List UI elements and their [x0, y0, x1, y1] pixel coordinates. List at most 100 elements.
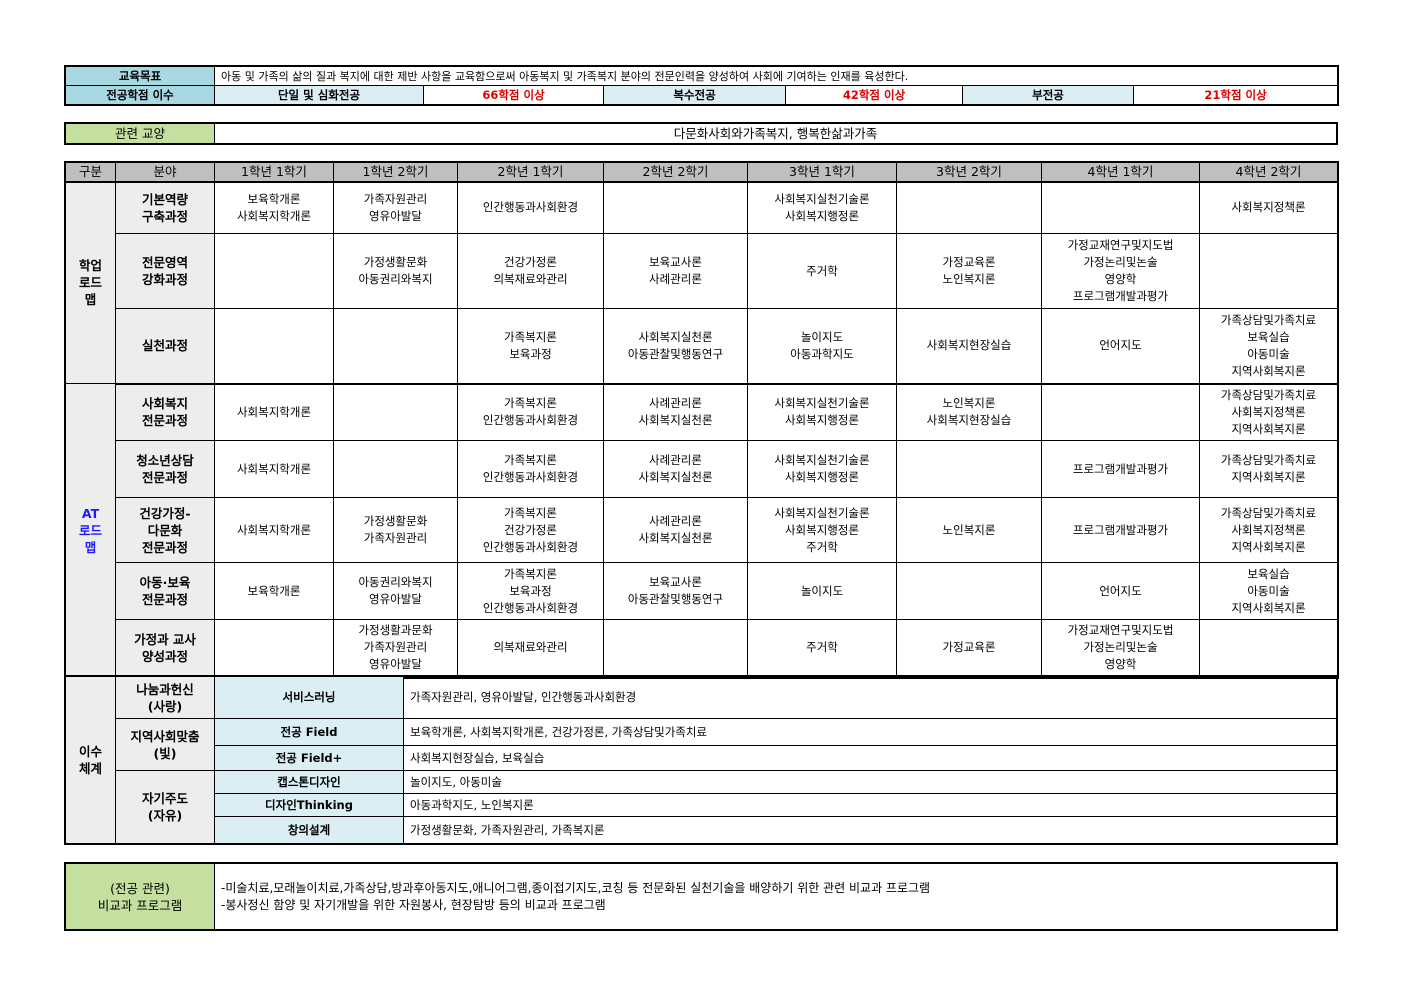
text-line: AT: [81, 505, 100, 521]
text-line: 사회복지정책론: [1231, 522, 1306, 537]
text-line: 사회복지실천기술론: [774, 396, 870, 411]
goal-text: 아동 및 가족의 삶의 질과 복지에 대한 제반 사항을 교육함으로써 아동복지…: [213, 66, 1339, 86]
text-line: 아동미술: [1247, 346, 1290, 361]
roadmap-table: 구분 분야 1학년 1학기 1학년 2학기 2학년 1학기 2학년 2학기 3학년 1학기 3…: [64, 161, 1339, 679]
text-line: 맵: [84, 539, 97, 555]
program-type: 서비스러닝: [214, 676, 404, 719]
column-header: 3학년 1학기: [747, 162, 897, 183]
text-line: 사례관리론: [649, 453, 702, 467]
text-line: 아동관찰및행동연구: [627, 346, 724, 361]
text-line: 로드: [78, 522, 102, 538]
text-line: 전문과정: [141, 539, 188, 555]
text-line: 가족복지론: [504, 566, 557, 581]
text-line: 인간행동과사회환경: [482, 600, 579, 615]
field-label: 건강가정- 다문화 전문과정: [115, 497, 215, 563]
course-cell: 보육학개론: [214, 562, 334, 620]
text-line: 보육교사론: [649, 255, 702, 269]
course-cell: 가족상담및가족치료 사회복지정책론 지역사회복지론: [1199, 383, 1338, 441]
text-line: 양성과정: [141, 648, 188, 664]
program-type: 전공 Field+: [214, 745, 404, 771]
text-line: 보육실습: [1247, 566, 1290, 581]
roadmap-row: AT 로드 맵 사회복지 전문과정 사회복지학개론 가족복지론 인간행동과사회환경 사례관리론 사…: [65, 383, 1338, 677]
text-line: 가족자원관리: [363, 640, 428, 655]
label-line: 비교과 프로그램: [97, 897, 183, 913]
text-line: 아동권리와복지: [358, 272, 433, 286]
text-line: 노인복지론: [942, 522, 996, 537]
column-header: 2학년 2학기: [603, 162, 748, 183]
column-header: 구분: [65, 162, 116, 183]
text-line: 기본역량: [141, 191, 188, 207]
course-cell: 보육학개론 사회복지학개론: [214, 181, 334, 234]
text-line: 실천과정: [141, 338, 188, 354]
course-cell: 가정교재연구및지도법 가정논리및논술 영양학 프로그램개발과평가: [1041, 233, 1200, 309]
text-line: 사회복지학개론: [236, 404, 312, 419]
text-line: 프로그램개발과평가: [1072, 461, 1169, 476]
course-cell: 사회복지현장실습: [896, 308, 1042, 385]
text-line: 주거학: [806, 640, 838, 655]
course-cell: [1041, 181, 1200, 234]
text-line: 가족복지론: [504, 505, 557, 520]
course-cell: [214, 619, 334, 678]
extracurricular-label: (전공 관련) 비교과 프로그램: [65, 863, 215, 930]
system-row: 전공 Field+ 사회복지현장실습, 보육실습: [66, 745, 1337, 771]
course-cell: 가족복지론 인간행동과사회환경: [457, 383, 604, 441]
extracurricular-line: -봉사정신 함양 및 자기개발을 위한 자원봉사, 현장탐방 등의 비교과 프로…: [221, 897, 606, 912]
course-cell: 사례관리론 사회복지실천론: [603, 440, 748, 498]
text-line: 사회복지행정론: [784, 470, 860, 484]
text-line: 사회복지실천기술론: [774, 505, 870, 520]
text-line: 구축과정: [141, 208, 188, 224]
text-line: 보육과정: [509, 346, 552, 361]
text-line: 지역사회복지론: [1231, 600, 1306, 615]
text-line: 지역사회맞춤: [130, 728, 200, 744]
course-cell: [214, 233, 334, 309]
text-line: 맵: [84, 292, 97, 308]
text-line: 사회복지학개론: [236, 461, 312, 476]
system-row: 디자인Thinking 아동과학지도, 노인복지론: [66, 793, 1337, 817]
text-line: 이수: [78, 744, 102, 759]
text-line: 가정과 교사: [134, 631, 196, 647]
program-type: 디자인Thinking: [214, 793, 404, 817]
text-line: 자기주도: [141, 791, 188, 806]
text-line: 전문과정: [141, 470, 188, 485]
text-line: 건강가정론: [504, 255, 557, 269]
text-line: 사례관리론: [649, 396, 702, 411]
text-line: 보육과정: [509, 583, 552, 598]
text-line: 놀이지도: [800, 329, 844, 344]
text-line: 언어지도: [1099, 338, 1142, 353]
course-cell: 사례관리론 사회복지실천론: [603, 497, 748, 563]
text-line: 가족복지론: [504, 396, 557, 411]
credit-value: 42학점 이상: [785, 85, 963, 105]
course-cell: 프로그램개발과평가: [1041, 440, 1200, 498]
text-line: 가족상담및가족치료: [1220, 505, 1317, 520]
course-cell: 프로그램개발과평가: [1041, 497, 1200, 563]
header-row: 구분 분야 1학년 1학기 1학년 2학기 2학년 1학기 2학년 2학기 3학년 1학기 3…: [65, 162, 1338, 183]
text-line: 지역사회복지론: [1231, 539, 1306, 554]
group-label: AT 로드 맵: [65, 383, 116, 677]
text-line: 사회복지실천론: [638, 413, 713, 428]
text-line: 지역사회복지론: [1231, 470, 1306, 484]
text-line: 사례관리론: [649, 272, 702, 286]
text-line: 의복재료와관리: [493, 272, 568, 286]
liberal-label: 관련 교양: [65, 123, 215, 144]
course-cell: 사회복지실천기술론 사회복지행정론: [747, 181, 897, 234]
text-line: 지역사회복지론: [1231, 363, 1306, 378]
text-line: 전문과정: [141, 413, 188, 429]
text-line: 사회복지실천론: [638, 329, 713, 344]
course-cell: [896, 181, 1042, 234]
column-header: 1학년 1학기: [214, 162, 334, 183]
course-cell: [333, 383, 458, 441]
label-line: (전공 관련): [110, 880, 170, 896]
text-line: 사회복지실천론: [638, 531, 713, 545]
course-cell: 가족자원관리 영유아발달: [333, 181, 458, 234]
category-label: 지역사회맞춤 (빛): [115, 718, 215, 771]
program-courses: 보육학개론, 사회복지학개론, 건강가정론, 가족상담및가족치료: [403, 718, 1337, 746]
course-cell: 인간행동과사회환경: [457, 181, 604, 234]
course-cell: [333, 440, 458, 498]
text-line: 가정생활과문화: [358, 623, 433, 638]
text-line: 노인복지론: [942, 396, 996, 411]
goal-label: 교육목표: [65, 66, 215, 86]
text-line: 사회복지실천기술론: [774, 191, 870, 206]
text-line: 지역사회복지론: [1231, 421, 1306, 436]
